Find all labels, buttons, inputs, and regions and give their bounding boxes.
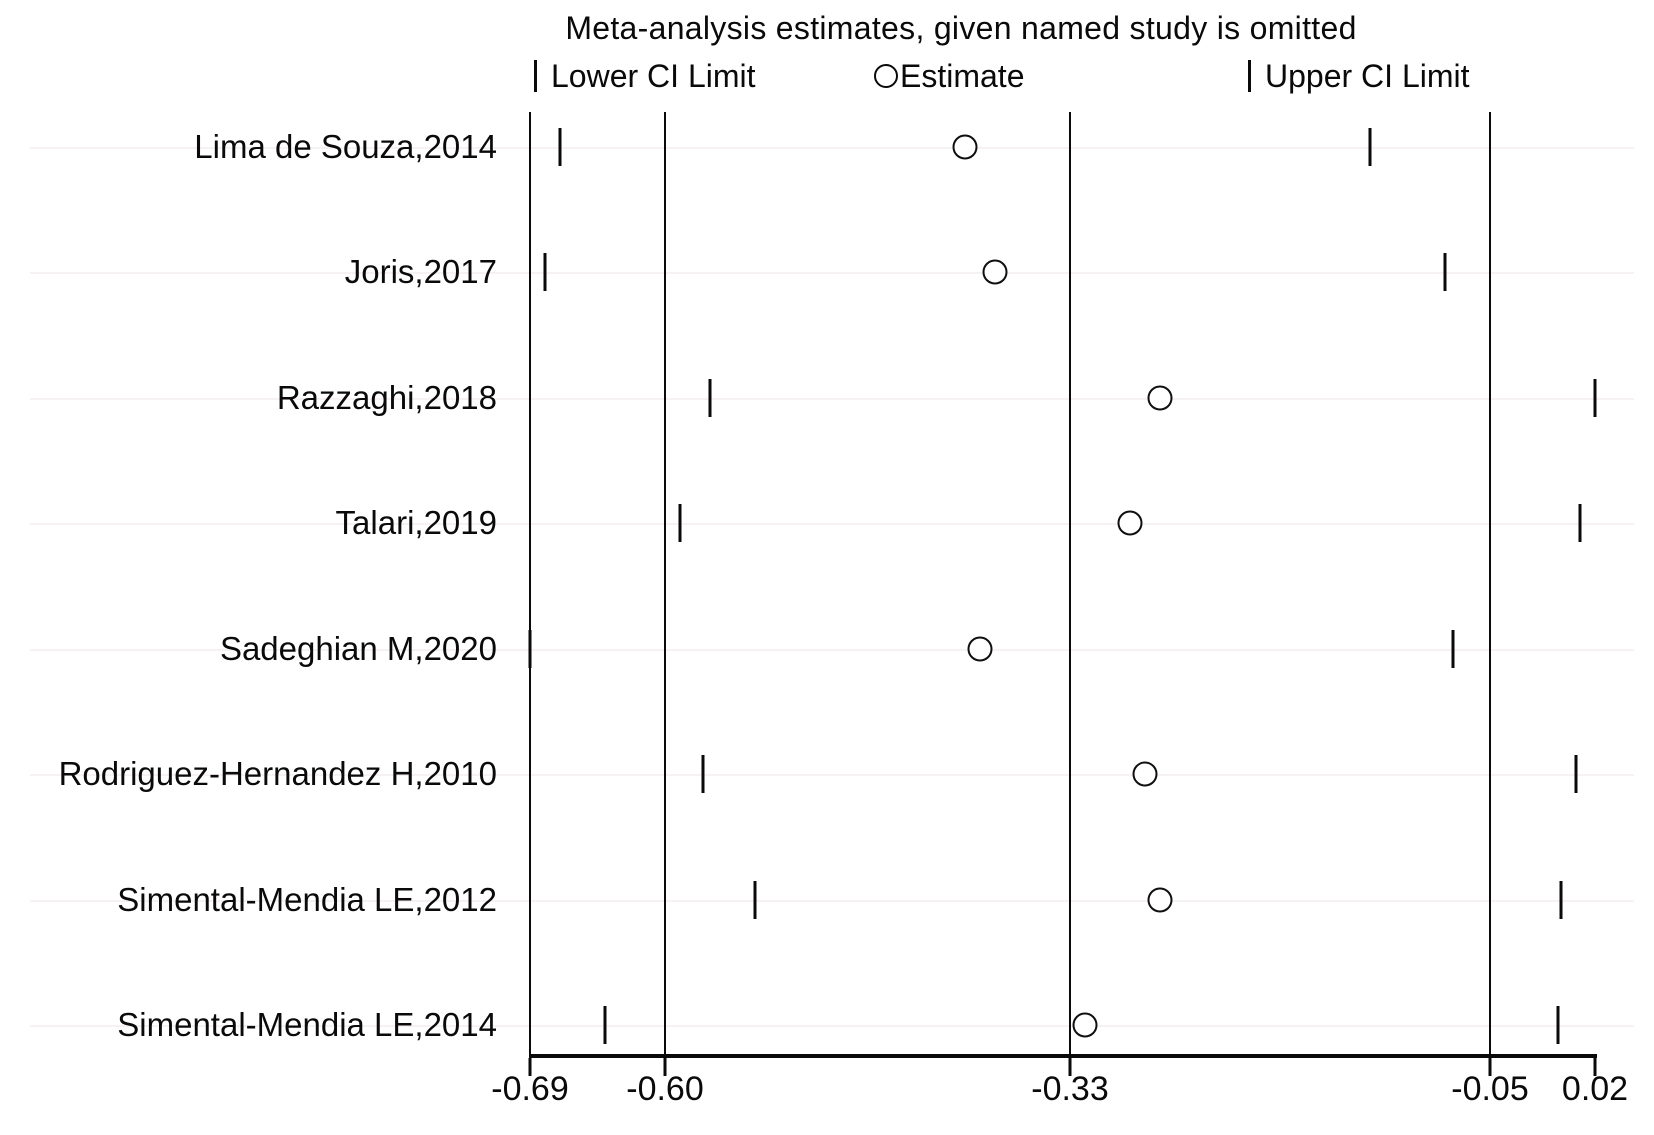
upper-ci-marker (1368, 128, 1372, 166)
row-guideline (30, 397, 1634, 400)
x-tick-label: -0.33 (1031, 1070, 1109, 1108)
study-label: Talari,2019 (335, 504, 497, 542)
estimate-marker (1147, 385, 1173, 411)
reference-gridline--0.60 (664, 112, 666, 1058)
lower-ci-marker (753, 880, 757, 919)
estimate-marker (982, 259, 1008, 285)
estimate-marker (967, 636, 993, 662)
legend-item-upper-ci: Upper CI Limit (1248, 56, 1470, 96)
lower-ci-marker (558, 128, 562, 166)
legend-label-lower-ci: Lower CI Limit (551, 57, 756, 94)
legend-item-lower-ci: Lower CI Limit (534, 56, 756, 96)
lower-ci-marker (528, 629, 532, 668)
upper-ci-marker (1593, 378, 1597, 417)
row-guideline (30, 648, 1634, 651)
x-tick-label: -0.05 (1451, 1070, 1529, 1108)
lower-ci-marker (701, 755, 704, 794)
lower-ci-marker (603, 1006, 607, 1044)
row-guideline (30, 899, 1634, 902)
lower-ci-marker (543, 253, 547, 292)
x-tick-label: -0.60 (626, 1070, 704, 1108)
reference-gridline--0.69 (529, 112, 531, 1058)
upper-ci-marker (1451, 629, 1454, 668)
estimate-marker (1072, 1012, 1098, 1038)
upper-ci-marker (1556, 1006, 1559, 1044)
study-label: Simental-Mendia LE,2014 (117, 1006, 497, 1043)
estimate-marker (1117, 510, 1143, 536)
row-guideline (30, 1025, 1634, 1027)
upper-ci-marker (1578, 504, 1582, 543)
estimate-marker (1147, 887, 1173, 913)
x-axis-tick (528, 1058, 532, 1076)
lower-ci-marker (708, 378, 712, 417)
x-axis-tick (1488, 1058, 1492, 1076)
upper-ci-marker (1574, 755, 1577, 794)
plot-area (528, 112, 1597, 1076)
x-axis-tick (1068, 1058, 1072, 1076)
x-tick-label: -0.69 (491, 1070, 569, 1108)
x-tick-label: 0.02 (1561, 1070, 1629, 1108)
row-guideline (30, 523, 1634, 526)
x-axis-tick (1593, 1058, 1597, 1076)
reference-gridline--0.05 (1489, 112, 1491, 1058)
row-guideline (30, 147, 1634, 149)
legend-label-estimate: Estimate (900, 57, 1025, 94)
upper-ci-tick-icon (1248, 60, 1251, 92)
study-label: Simental-Mendia LE,2012 (117, 880, 497, 918)
row-guideline (30, 272, 1634, 275)
x-axis-tick (663, 1058, 667, 1076)
study-label: Joris,2017 (344, 253, 497, 291)
legend-item-estimate: Estimate (874, 56, 1024, 96)
study-label: Rodriguez-Hernandez H,2010 (58, 755, 497, 793)
upper-ci-marker (1443, 253, 1447, 292)
row-guideline (30, 774, 1634, 777)
study-label: Razzaghi,2018 (276, 378, 497, 416)
estimate-circle-icon (874, 64, 898, 88)
legend-label-upper-ci: Upper CI Limit (1265, 57, 1470, 94)
lower-ci-marker (678, 504, 682, 543)
reference-gridline--0.33 (1069, 112, 1071, 1058)
estimate-marker (1132, 761, 1158, 787)
estimate-marker (952, 134, 978, 160)
upper-ci-marker (1559, 880, 1562, 919)
x-axis-line (529, 1054, 1597, 1058)
study-label: Sadeghian M,2020 (219, 629, 497, 667)
study-label: Lima de Souza,2014 (194, 128, 497, 165)
lower-ci-tick-icon (534, 60, 537, 92)
study-label-column: Lima de Souza,2014 Joris,2017 Razzaghi,201… (0, 112, 497, 1058)
chart-title: Meta-analysis estimates, given named stu… (565, 10, 1357, 46)
